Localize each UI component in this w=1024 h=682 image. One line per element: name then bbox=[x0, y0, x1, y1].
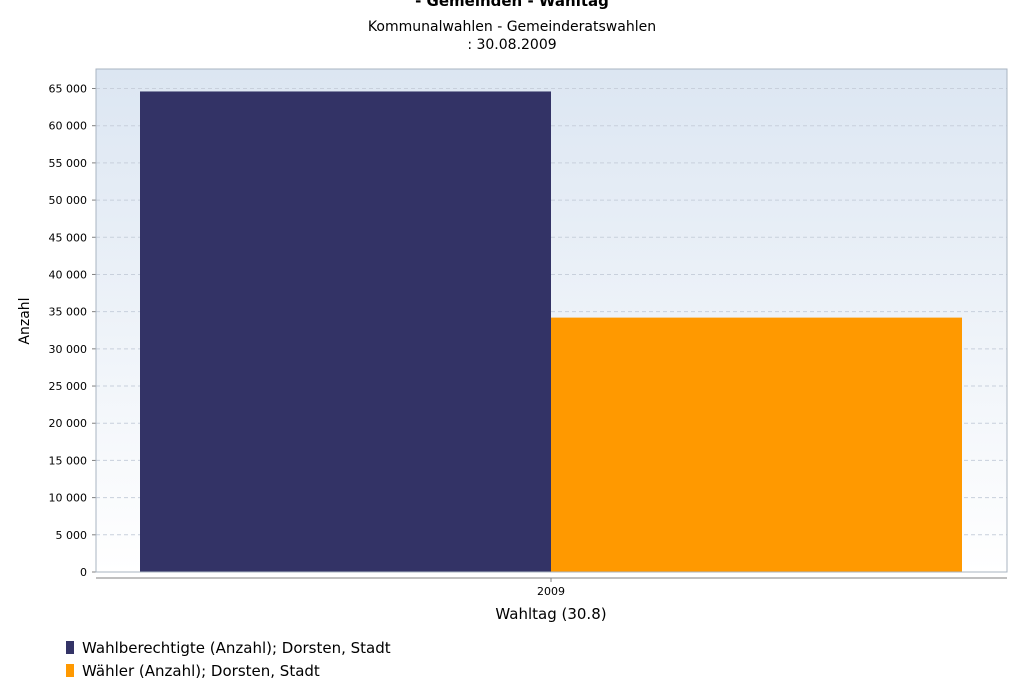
x-tick-label: 2009 bbox=[537, 585, 565, 598]
y-tick-label: 15 000 bbox=[49, 454, 88, 467]
y-tick-label: 45 000 bbox=[49, 231, 88, 244]
legend-item-wahlberechtigte: Wahlberechtigte (Anzahl); Dorsten, Stadt bbox=[66, 639, 391, 657]
y-tick-label: 65 000 bbox=[49, 83, 88, 96]
bars bbox=[140, 91, 962, 572]
y-axis-label: Anzahl bbox=[17, 297, 33, 344]
y-tick-label: 50 000 bbox=[49, 194, 88, 207]
plot-border bbox=[95, 68, 1008, 573]
legend-label-wahlberechtigte: Wahlberechtigte (Anzahl); Dorsten, Stadt bbox=[82, 639, 391, 657]
y-tick-label: 55 000 bbox=[49, 157, 88, 170]
y-tick-label: 0 bbox=[80, 566, 87, 579]
legend-item-waehler: Wähler (Anzahl); Dorsten, Stadt bbox=[66, 662, 320, 680]
y-tick-label: 40 000 bbox=[49, 268, 88, 281]
y-tick-label: 20 000 bbox=[49, 417, 88, 430]
axes: 0 5 000 10 000 15 000 20 000 25 000 30 000 35 0… bbox=[49, 68, 1008, 598]
chart-subtitle-line-2: : 30.08.2009 bbox=[467, 37, 557, 53]
legend-swatch-waehler bbox=[66, 664, 74, 677]
y-tick-label: 5 000 bbox=[56, 529, 88, 542]
bar-wahlberechtigte bbox=[140, 91, 551, 572]
chart-title: - Gemeinden - Wahltag bbox=[415, 0, 609, 10]
bar-waehler bbox=[551, 317, 962, 572]
legend-label-waehler: Wähler (Anzahl); Dorsten, Stadt bbox=[82, 662, 320, 680]
legend-swatch-wahlberechtigte bbox=[66, 641, 74, 654]
y-tick-label: 25 000 bbox=[49, 380, 88, 393]
y-tick-label: 10 000 bbox=[49, 492, 88, 505]
x-axis-label: Wahltag (30.8) bbox=[495, 605, 606, 623]
y-tick-label: 30 000 bbox=[49, 343, 88, 356]
y-tick-label: 60 000 bbox=[49, 120, 88, 133]
y-tick-label: 35 000 bbox=[49, 306, 88, 319]
chart-subtitle-line-1: Kommunalwahlen - Gemeinderatswahlen bbox=[367, 19, 657, 35]
